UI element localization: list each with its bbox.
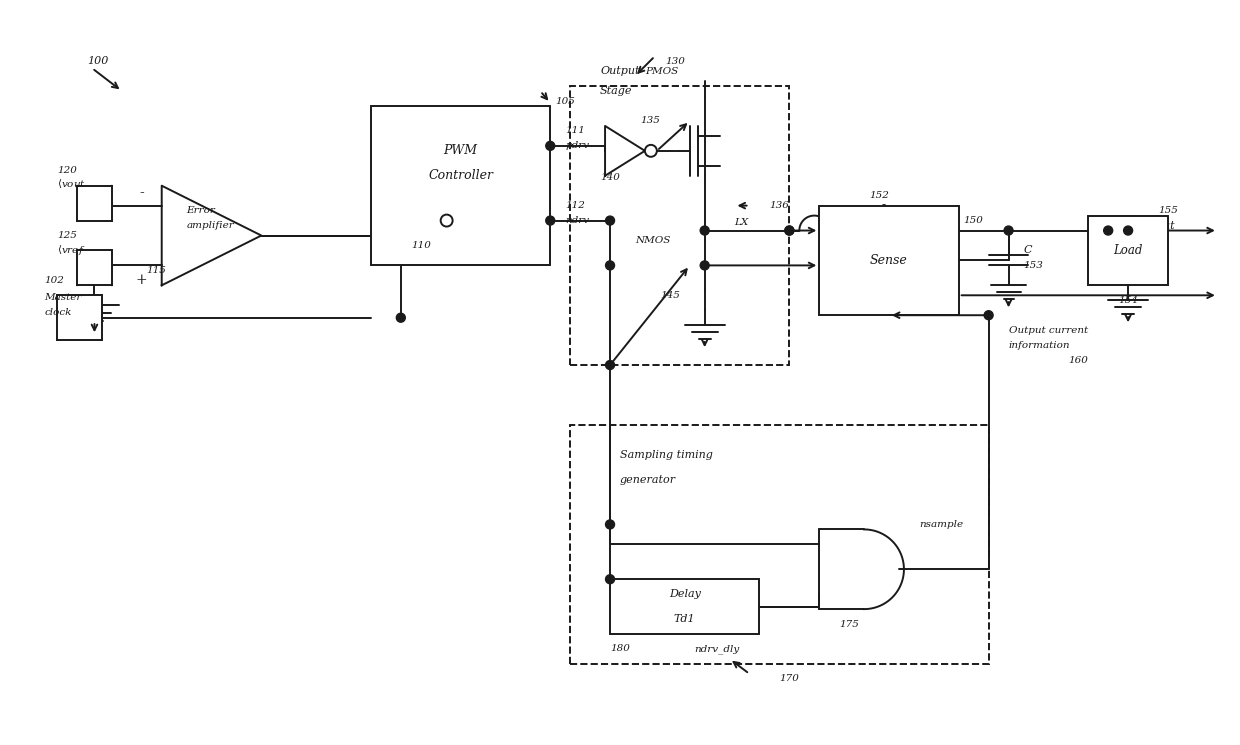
Text: Controller: Controller <box>428 169 494 183</box>
Circle shape <box>605 520 615 529</box>
Text: 145: 145 <box>660 291 680 299</box>
Text: Sense: Sense <box>870 254 908 267</box>
Text: Output current: Output current <box>1008 326 1087 335</box>
Text: 102: 102 <box>45 276 64 285</box>
Text: 130: 130 <box>665 57 684 66</box>
Circle shape <box>701 226 709 235</box>
Text: LX: LX <box>734 218 749 227</box>
Text: $\langle$vout: $\langle$vout <box>57 177 86 190</box>
Text: 125: 125 <box>57 231 77 240</box>
Text: L: L <box>880 204 888 217</box>
Circle shape <box>785 226 794 235</box>
Text: clock: clock <box>45 308 72 317</box>
Text: ndrv: ndrv <box>565 216 589 225</box>
Circle shape <box>546 142 554 150</box>
Text: 105: 105 <box>556 97 575 106</box>
Text: 111: 111 <box>565 127 585 136</box>
Text: Sampling timing: Sampling timing <box>620 450 713 460</box>
Text: nsample: nsample <box>919 520 963 529</box>
Bar <box>570 86 790 365</box>
Text: generator: generator <box>620 475 676 484</box>
Bar <box>77 186 112 221</box>
Text: 135: 135 <box>640 116 660 125</box>
Bar <box>610 579 759 634</box>
Text: PMOS: PMOS <box>645 66 678 76</box>
Text: Output: Output <box>600 66 640 76</box>
Text: 115: 115 <box>146 266 166 275</box>
Text: Error: Error <box>187 206 216 215</box>
Text: 180: 180 <box>610 644 630 653</box>
Circle shape <box>546 216 554 225</box>
Text: Master: Master <box>45 293 82 302</box>
Text: 160: 160 <box>1069 355 1089 364</box>
Text: 175: 175 <box>839 620 859 629</box>
Circle shape <box>1104 226 1112 235</box>
Text: +: + <box>136 273 148 288</box>
Text: 136: 136 <box>770 201 790 210</box>
Text: information: information <box>1008 340 1070 349</box>
Text: 120: 120 <box>57 166 77 175</box>
Text: 154: 154 <box>1118 296 1138 305</box>
Text: 155: 155 <box>1158 206 1178 215</box>
Text: 170: 170 <box>780 674 800 683</box>
Text: 140: 140 <box>600 174 620 183</box>
Circle shape <box>645 145 657 156</box>
Circle shape <box>605 361 615 370</box>
Text: NMOS: NMOS <box>635 236 671 245</box>
Bar <box>570 425 988 664</box>
Text: $\langle$vref: $\langle$vref <box>57 244 86 258</box>
Text: 110: 110 <box>410 241 430 250</box>
Bar <box>371 106 551 265</box>
Bar <box>77 250 112 285</box>
Bar <box>820 206 959 315</box>
Circle shape <box>605 216 615 225</box>
Text: amplifier: amplifier <box>187 221 234 230</box>
Bar <box>1089 215 1168 285</box>
Circle shape <box>1123 226 1132 235</box>
Text: Td1: Td1 <box>675 614 696 624</box>
Circle shape <box>785 226 794 235</box>
Text: C: C <box>1023 245 1032 256</box>
Circle shape <box>605 574 615 584</box>
Text: 152: 152 <box>869 191 889 200</box>
Bar <box>57 295 102 340</box>
Text: ndrv_dly: ndrv_dly <box>694 644 740 654</box>
Circle shape <box>1004 226 1013 235</box>
Text: 153: 153 <box>1023 261 1043 270</box>
Text: 150: 150 <box>963 216 983 225</box>
Text: 112: 112 <box>565 201 585 210</box>
Text: Load: Load <box>1114 244 1143 257</box>
Text: Stage: Stage <box>600 86 632 96</box>
Text: PWM: PWM <box>444 145 477 157</box>
Text: -: - <box>139 186 144 200</box>
Text: vout: vout <box>1151 221 1176 230</box>
Circle shape <box>701 261 709 270</box>
Text: Delay: Delay <box>668 589 701 599</box>
Text: pdrv: pdrv <box>565 142 589 150</box>
Circle shape <box>985 311 993 320</box>
Circle shape <box>397 313 405 322</box>
Circle shape <box>605 261 615 270</box>
Text: 100: 100 <box>87 56 108 66</box>
Circle shape <box>440 215 453 226</box>
